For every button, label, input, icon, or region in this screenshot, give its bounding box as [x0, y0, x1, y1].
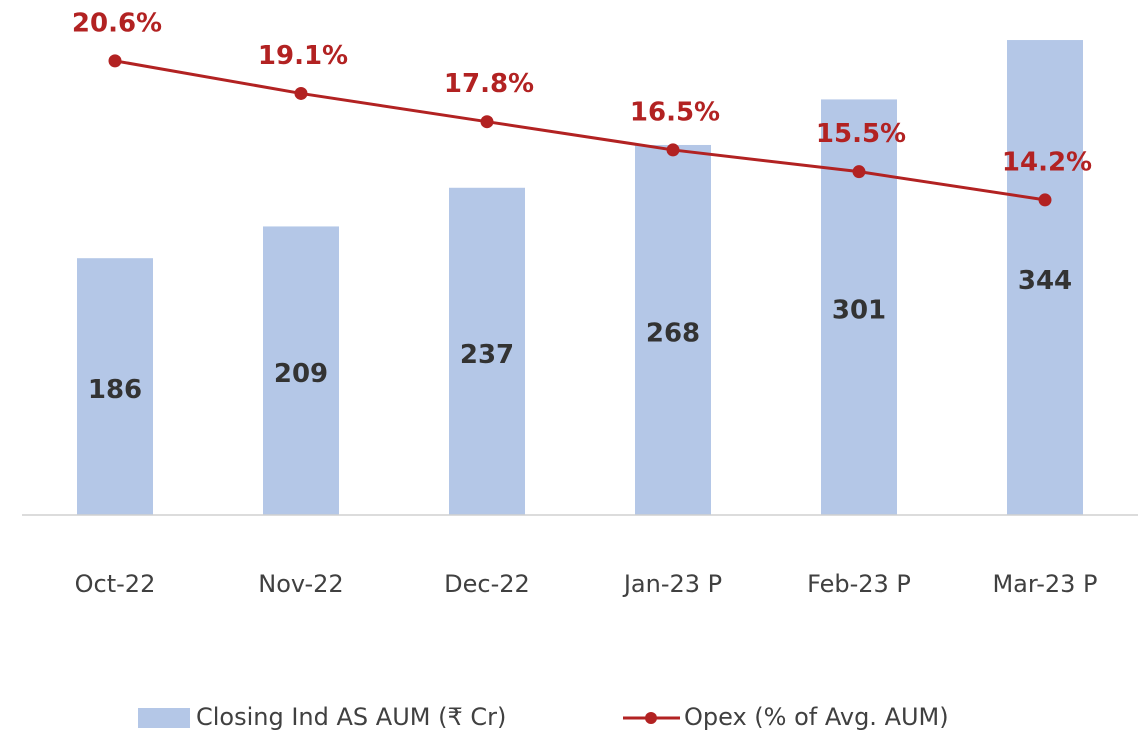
line-label: 20.6%: [72, 8, 162, 38]
bar: [77, 258, 153, 515]
bar-label: 301: [832, 296, 886, 326]
line-label: 15.5%: [816, 119, 906, 149]
bar-label: 344: [1018, 266, 1072, 296]
bar-label: 186: [88, 375, 142, 405]
x-tick-label: Nov-22: [258, 570, 343, 598]
point: [480, 115, 494, 129]
line-label: 16.5%: [630, 97, 720, 127]
line: [114, 59, 1046, 202]
point: [1038, 193, 1052, 207]
point: [108, 54, 122, 68]
bar: [263, 226, 339, 515]
legend-label: Opex (% of Avg. AUM): [684, 703, 949, 731]
legend-swatch: [138, 708, 190, 728]
legend-swatch: [645, 712, 657, 724]
bar: [635, 144, 711, 515]
bar: [1007, 40, 1083, 515]
line-label: 17.8%: [444, 69, 534, 99]
point: [294, 86, 308, 100]
x-tick-label: Jan-23 P: [622, 570, 722, 598]
point: [666, 143, 680, 157]
x-tick-label: Mar-23 P: [992, 570, 1097, 598]
x-tick-label: Dec-22: [444, 570, 530, 598]
line-label: 19.1%: [258, 41, 348, 71]
bar-label: 268: [646, 318, 700, 348]
bar: [449, 187, 525, 516]
x-tick-label: Oct-22: [75, 570, 156, 598]
legend-label: Closing Ind AS AUM (₹ Cr): [196, 703, 506, 731]
point: [852, 165, 866, 179]
line-label: 14.2%: [1002, 147, 1092, 177]
bar-label: 237: [460, 340, 514, 370]
x-tick-label: Feb-23 P: [807, 570, 911, 598]
bar-label: 209: [274, 359, 328, 389]
